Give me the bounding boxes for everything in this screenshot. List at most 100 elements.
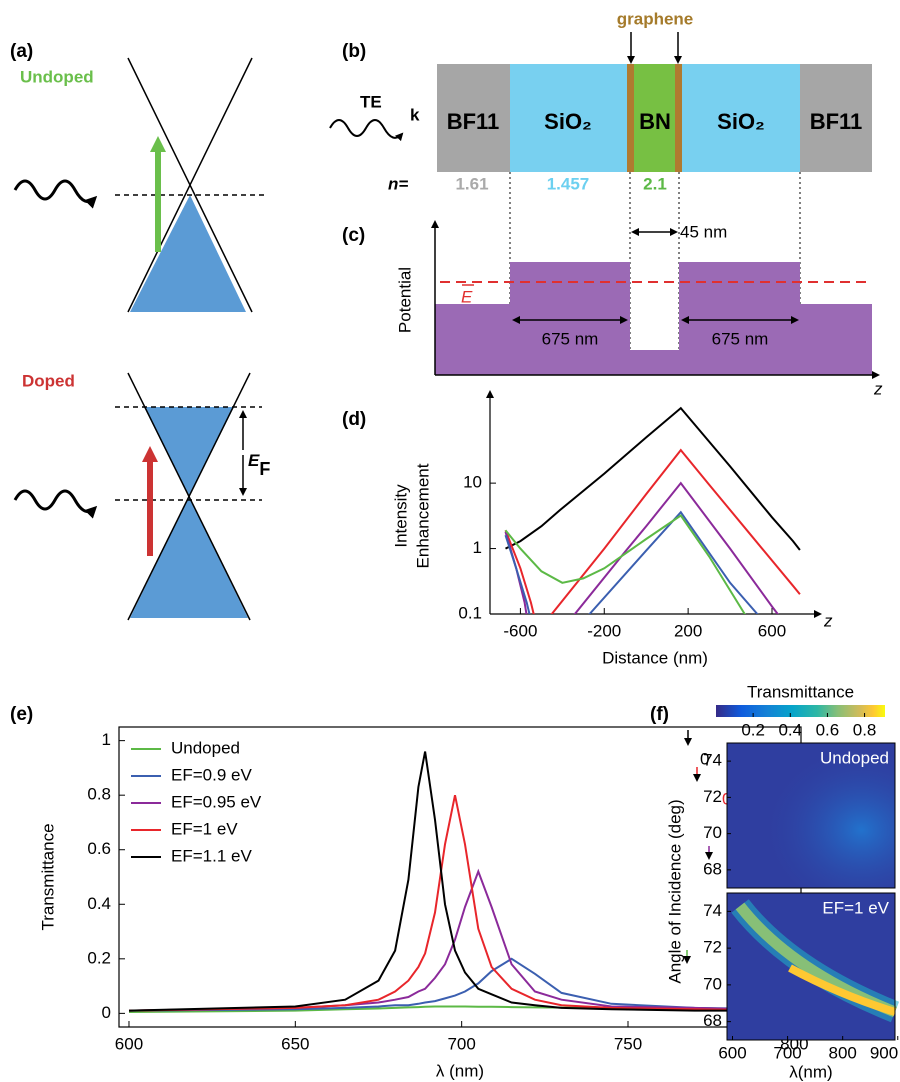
heatmap-band <box>788 964 897 1016</box>
series-line <box>504 514 747 614</box>
series-line <box>504 448 801 614</box>
dirac-line <box>127 57 253 313</box>
y-tick-label: 1 <box>102 730 111 749</box>
potential: E Potential 675 nm 675 nm 45 nm z <box>395 220 883 398</box>
x-tick-label: 900 <box>870 1043 898 1062</box>
panel-label: (f) <box>650 704 669 725</box>
photon-wave <box>13 179 98 209</box>
axis-end: z <box>873 379 883 398</box>
y-tick-label: 70 <box>703 823 722 842</box>
legend-label: EF=0.9 eV <box>171 765 252 784</box>
x-axis-label: Distance (nm) <box>602 648 708 667</box>
layer <box>437 64 510 172</box>
index-value: 2.1 <box>643 174 667 193</box>
x-tick-label: 650 <box>281 1034 309 1053</box>
colorbar-tick-label: 0.8 <box>853 720 877 739</box>
y-axis-label: Enhancement <box>413 463 432 568</box>
series-line <box>128 751 795 1012</box>
panel-label: (d) <box>342 409 366 430</box>
energy-label: E <box>461 287 473 306</box>
y-tick-label: 0.4 <box>87 894 111 913</box>
y-tick-label: 68 <box>703 1011 722 1030</box>
x-tick-label: -200 <box>587 621 621 640</box>
x-tick-label: 600 <box>115 1034 143 1053</box>
y-tick-label: 0.2 <box>87 948 111 967</box>
legend-label: Undoped <box>171 738 240 757</box>
index-value: 1.457 <box>547 174 590 193</box>
gap-label: 45 nm <box>680 222 727 241</box>
x-tick-label: 200 <box>674 621 702 640</box>
wave-label: TE <box>360 92 382 111</box>
panel-label: (a) <box>10 41 33 62</box>
index-label: n= <box>388 174 408 193</box>
layer <box>634 64 675 172</box>
y-tick-label: 68 <box>703 859 722 878</box>
colorbar-tick-label: 0.4 <box>778 720 802 739</box>
series-line <box>504 510 759 614</box>
heatmap-glow <box>727 743 895 888</box>
x-tick-label: 750 <box>614 1034 642 1053</box>
colorbar <box>716 705 885 717</box>
y-axis-label: Angle of Incidence (deg) <box>665 799 684 983</box>
panel-label: (e) <box>10 704 33 725</box>
series-line <box>505 406 801 551</box>
filled-cone <box>130 497 248 618</box>
photon-wave <box>13 489 98 519</box>
y-tick-label: 72 <box>703 938 722 957</box>
structure: graphene BF11 SiO₂ BN SiO₂ BF11 TE k n= … <box>329 9 872 376</box>
panel-label: EF=1 eV <box>822 898 889 917</box>
y-axis-label: Potential <box>395 267 414 333</box>
layer <box>800 64 872 172</box>
y-tick-label: 0.1 <box>458 603 482 622</box>
charts: -600 -200 200 600 0.1 1 10 z Distance (nm) Intens… <box>38 390 900 1081</box>
filled-cone <box>130 195 246 312</box>
undoped-label: Undoped <box>20 67 94 86</box>
x-tick-label: 600 <box>718 1043 746 1062</box>
panel-frame <box>726 892 896 1041</box>
x-axis-label: λ(nm) <box>789 1062 832 1081</box>
graphene-sheet <box>627 64 634 172</box>
layer <box>682 64 800 172</box>
y-tick-label: 10 <box>463 473 482 492</box>
x-tick-label: 600 <box>758 621 786 640</box>
layer-label: SiO₂ <box>544 109 592 134</box>
index-value: 1.61 <box>455 174 488 193</box>
y-tick-label: 70 <box>703 974 722 993</box>
series-line <box>504 481 779 614</box>
width-label: 675 nm <box>542 329 599 348</box>
panel-label: (c) <box>342 225 365 246</box>
layer <box>510 64 627 172</box>
y-tick-label: 74 <box>703 901 722 920</box>
k-label: k <box>410 105 420 124</box>
y-tick-label: 72 <box>703 787 722 806</box>
x-tick-label: 800 <box>828 1043 856 1062</box>
graphene-label: graphene <box>617 9 694 28</box>
fermi-label: EF <box>248 451 270 478</box>
y-tick-label: 74 <box>703 751 722 770</box>
layer-label: BN <box>639 109 671 134</box>
graphene-sheet <box>675 64 682 172</box>
fermi-e: E <box>248 451 260 470</box>
x-tick-label: -600 <box>503 621 537 640</box>
legend-label: EF=1.1 eV <box>171 846 252 865</box>
panel-label: (b) <box>342 41 366 62</box>
doped-label: Doped <box>22 371 75 390</box>
legend-label: EF=0.95 eV <box>171 792 262 811</box>
fermi-sub: F <box>259 459 270 479</box>
y-axis-label: Transmittance <box>38 823 57 930</box>
y-tick-label: 0.6 <box>87 839 111 858</box>
y-axis-label: Intensity <box>391 484 410 548</box>
panel-frame <box>726 742 896 889</box>
band-diagram: Undoped Doped EF <box>13 57 270 621</box>
peak-label: 0 <box>700 749 709 768</box>
colorbar-tick-label: 0.6 <box>816 720 840 739</box>
dirac-line <box>127 372 251 621</box>
axis-end: z <box>823 611 833 630</box>
layer-label: SiO₂ <box>717 109 765 134</box>
colorbar-tick-label: 0.2 <box>741 720 765 739</box>
empty-cone <box>144 407 234 497</box>
x-tick-label: 700 <box>447 1034 475 1053</box>
series-line <box>128 795 795 1012</box>
